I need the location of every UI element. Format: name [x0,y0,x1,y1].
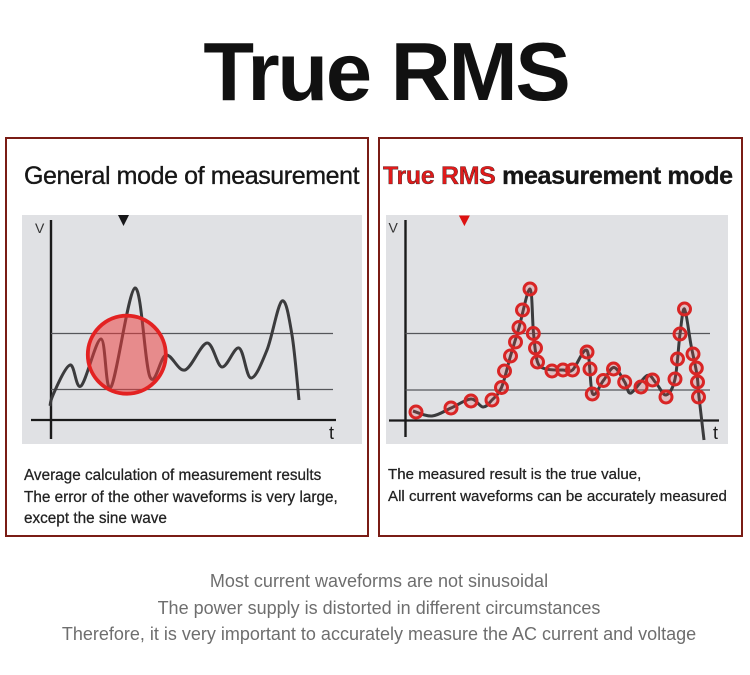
svg-text:t: t [713,423,718,443]
svg-text:t: t [329,423,334,443]
svg-text:V: V [389,220,399,236]
svg-text:V: V [35,220,45,236]
